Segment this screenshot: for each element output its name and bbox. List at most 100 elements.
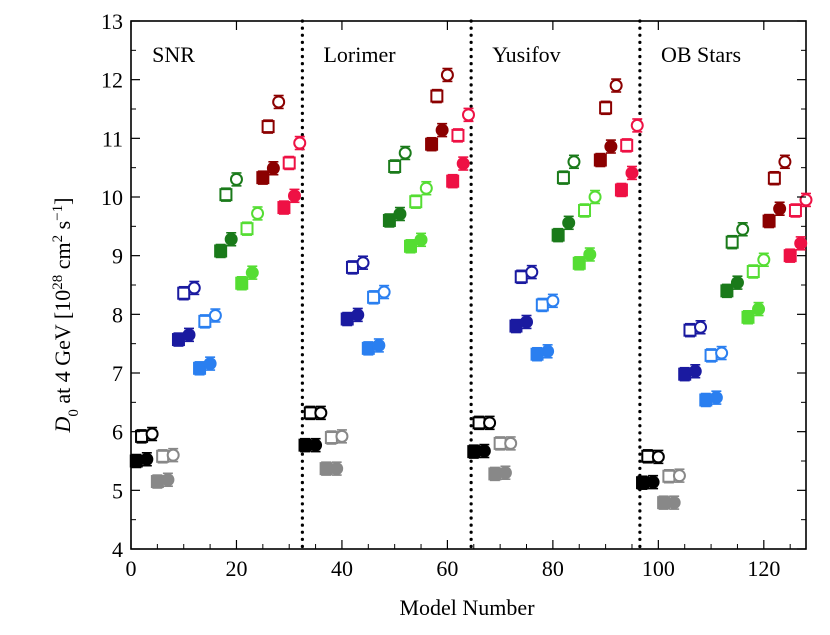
data-point-open-square xyxy=(683,323,697,337)
data-point-filled-circle xyxy=(309,438,323,452)
data-point-open-circle xyxy=(757,253,771,267)
y-tick-label: 12 xyxy=(101,68,123,93)
data-point-open-circle xyxy=(251,206,265,220)
data-point-filled-square xyxy=(446,174,460,188)
data-point-open-circle xyxy=(335,429,349,443)
data-point-filled-circle xyxy=(372,338,386,352)
data-point-open-circle xyxy=(609,79,623,93)
y-axis-title: D0 at 4 GeV [1028 cm2 s−1] xyxy=(50,198,82,434)
data-point-filled-square xyxy=(382,213,396,227)
data-point-open-circle xyxy=(778,155,792,169)
data-point-filled-circle xyxy=(393,207,407,221)
data-point-filled-square xyxy=(741,310,755,324)
data-point-filled-circle xyxy=(266,161,280,175)
data-point-filled-circle xyxy=(456,157,470,171)
data-point-open-square xyxy=(261,120,275,134)
data-point-filled-circle xyxy=(541,344,555,358)
data-point-open-circle xyxy=(208,309,222,323)
data-point-open-circle xyxy=(525,265,539,279)
region-label: Yusifov xyxy=(492,42,560,67)
data-point-open-circle xyxy=(145,427,159,441)
data-point-filled-square xyxy=(150,475,164,489)
data-point-open-circle xyxy=(715,346,729,360)
x-tick-label: 60 xyxy=(436,556,458,581)
data-point-filled-square xyxy=(256,171,270,185)
data-point-open-square xyxy=(451,128,465,142)
data-point-open-square xyxy=(303,406,317,420)
data-point-open-circle xyxy=(567,155,581,169)
x-tick-label: 20 xyxy=(225,556,247,581)
separator-lines xyxy=(300,19,642,551)
data-point-open-square xyxy=(641,449,655,463)
x-tick-label: 120 xyxy=(747,556,780,581)
y-tick-label: 7 xyxy=(112,361,123,386)
y-tick-label: 9 xyxy=(112,244,123,269)
data-point-open-square xyxy=(219,188,233,202)
data-point-filled-circle xyxy=(330,462,344,476)
data-point-open-square xyxy=(240,222,254,236)
data-point-open-circle xyxy=(419,181,433,195)
data-point-open-square xyxy=(135,429,149,443)
data-point-open-square xyxy=(599,101,613,115)
data-point-open-square xyxy=(725,235,739,249)
data-point-open-circle xyxy=(694,320,708,334)
y-tick-label: 13 xyxy=(101,9,123,34)
data-point-filled-circle xyxy=(224,232,238,246)
region-labels: SNR Lorimer Yusifov OB Stars xyxy=(152,42,741,67)
plot-border xyxy=(130,20,807,550)
data-point-open-square xyxy=(746,265,760,279)
x-tick-label: 80 xyxy=(542,556,564,581)
data-point-open-circle xyxy=(504,436,518,450)
data-point-open-square xyxy=(704,348,718,362)
data-point-filled-square xyxy=(699,393,713,407)
data-point-filled-circle xyxy=(625,166,639,180)
data-point-open-square xyxy=(198,314,212,328)
data-point-open-circle xyxy=(314,406,328,420)
y-axis-title-close: ] xyxy=(50,198,75,205)
data-point-open-square xyxy=(620,138,634,152)
data-point-open-circle xyxy=(483,416,497,430)
data-point-filled-circle xyxy=(794,236,808,250)
data-point-filled-circle xyxy=(498,466,512,480)
data-point-filled-square xyxy=(193,361,207,375)
data-point-open-square xyxy=(367,290,381,304)
data-point-open-circle xyxy=(588,190,602,204)
data-point-open-square xyxy=(514,270,528,284)
data-point-filled-circle xyxy=(477,444,491,458)
data-point-filled-circle xyxy=(203,357,217,371)
y-tick-label: 6 xyxy=(112,420,123,445)
data-point-open-square xyxy=(556,171,570,185)
data-point-filled-square xyxy=(488,467,502,481)
data-point-open-circle xyxy=(736,222,750,236)
axis-ticks: 0 20 40 60 80 100 120 4 5 6 7 8 9 10 11 12 13 xyxy=(101,9,806,581)
data-point-filled-circle xyxy=(245,266,259,280)
data-point-open-square xyxy=(493,436,507,450)
y-tick-label: 11 xyxy=(102,126,123,151)
data-point-open-square xyxy=(324,431,338,445)
data-point-filled-circle xyxy=(646,475,660,489)
data-points xyxy=(129,67,813,510)
data-point-open-square xyxy=(409,195,423,209)
data-point-filled-circle xyxy=(182,328,196,342)
data-point-filled-square xyxy=(340,312,354,326)
x-axis-title: Model Number xyxy=(399,595,535,620)
data-point-filled-circle xyxy=(667,496,681,510)
y-axis-title-exp-2: 2 xyxy=(50,235,66,243)
data-point-open-square xyxy=(788,203,802,217)
data-point-filled-square xyxy=(783,249,797,263)
data-point-filled-circle xyxy=(351,308,365,322)
data-point-filled-circle xyxy=(688,364,702,378)
data-point-open-circle xyxy=(799,193,813,207)
y-axis-title-cm: cm xyxy=(50,242,75,274)
data-point-open-square xyxy=(578,203,592,217)
data-point-open-circle xyxy=(630,118,644,132)
data-point-filled-circle xyxy=(435,123,449,137)
data-point-filled-circle xyxy=(562,216,576,230)
data-point-open-square xyxy=(535,298,549,312)
data-point-filled-circle xyxy=(583,247,597,261)
data-point-filled-circle xyxy=(414,233,428,247)
data-point-filled-circle xyxy=(140,452,154,466)
y-axis-title-exp-28: 28 xyxy=(50,275,66,290)
data-point-open-circle xyxy=(187,281,201,295)
